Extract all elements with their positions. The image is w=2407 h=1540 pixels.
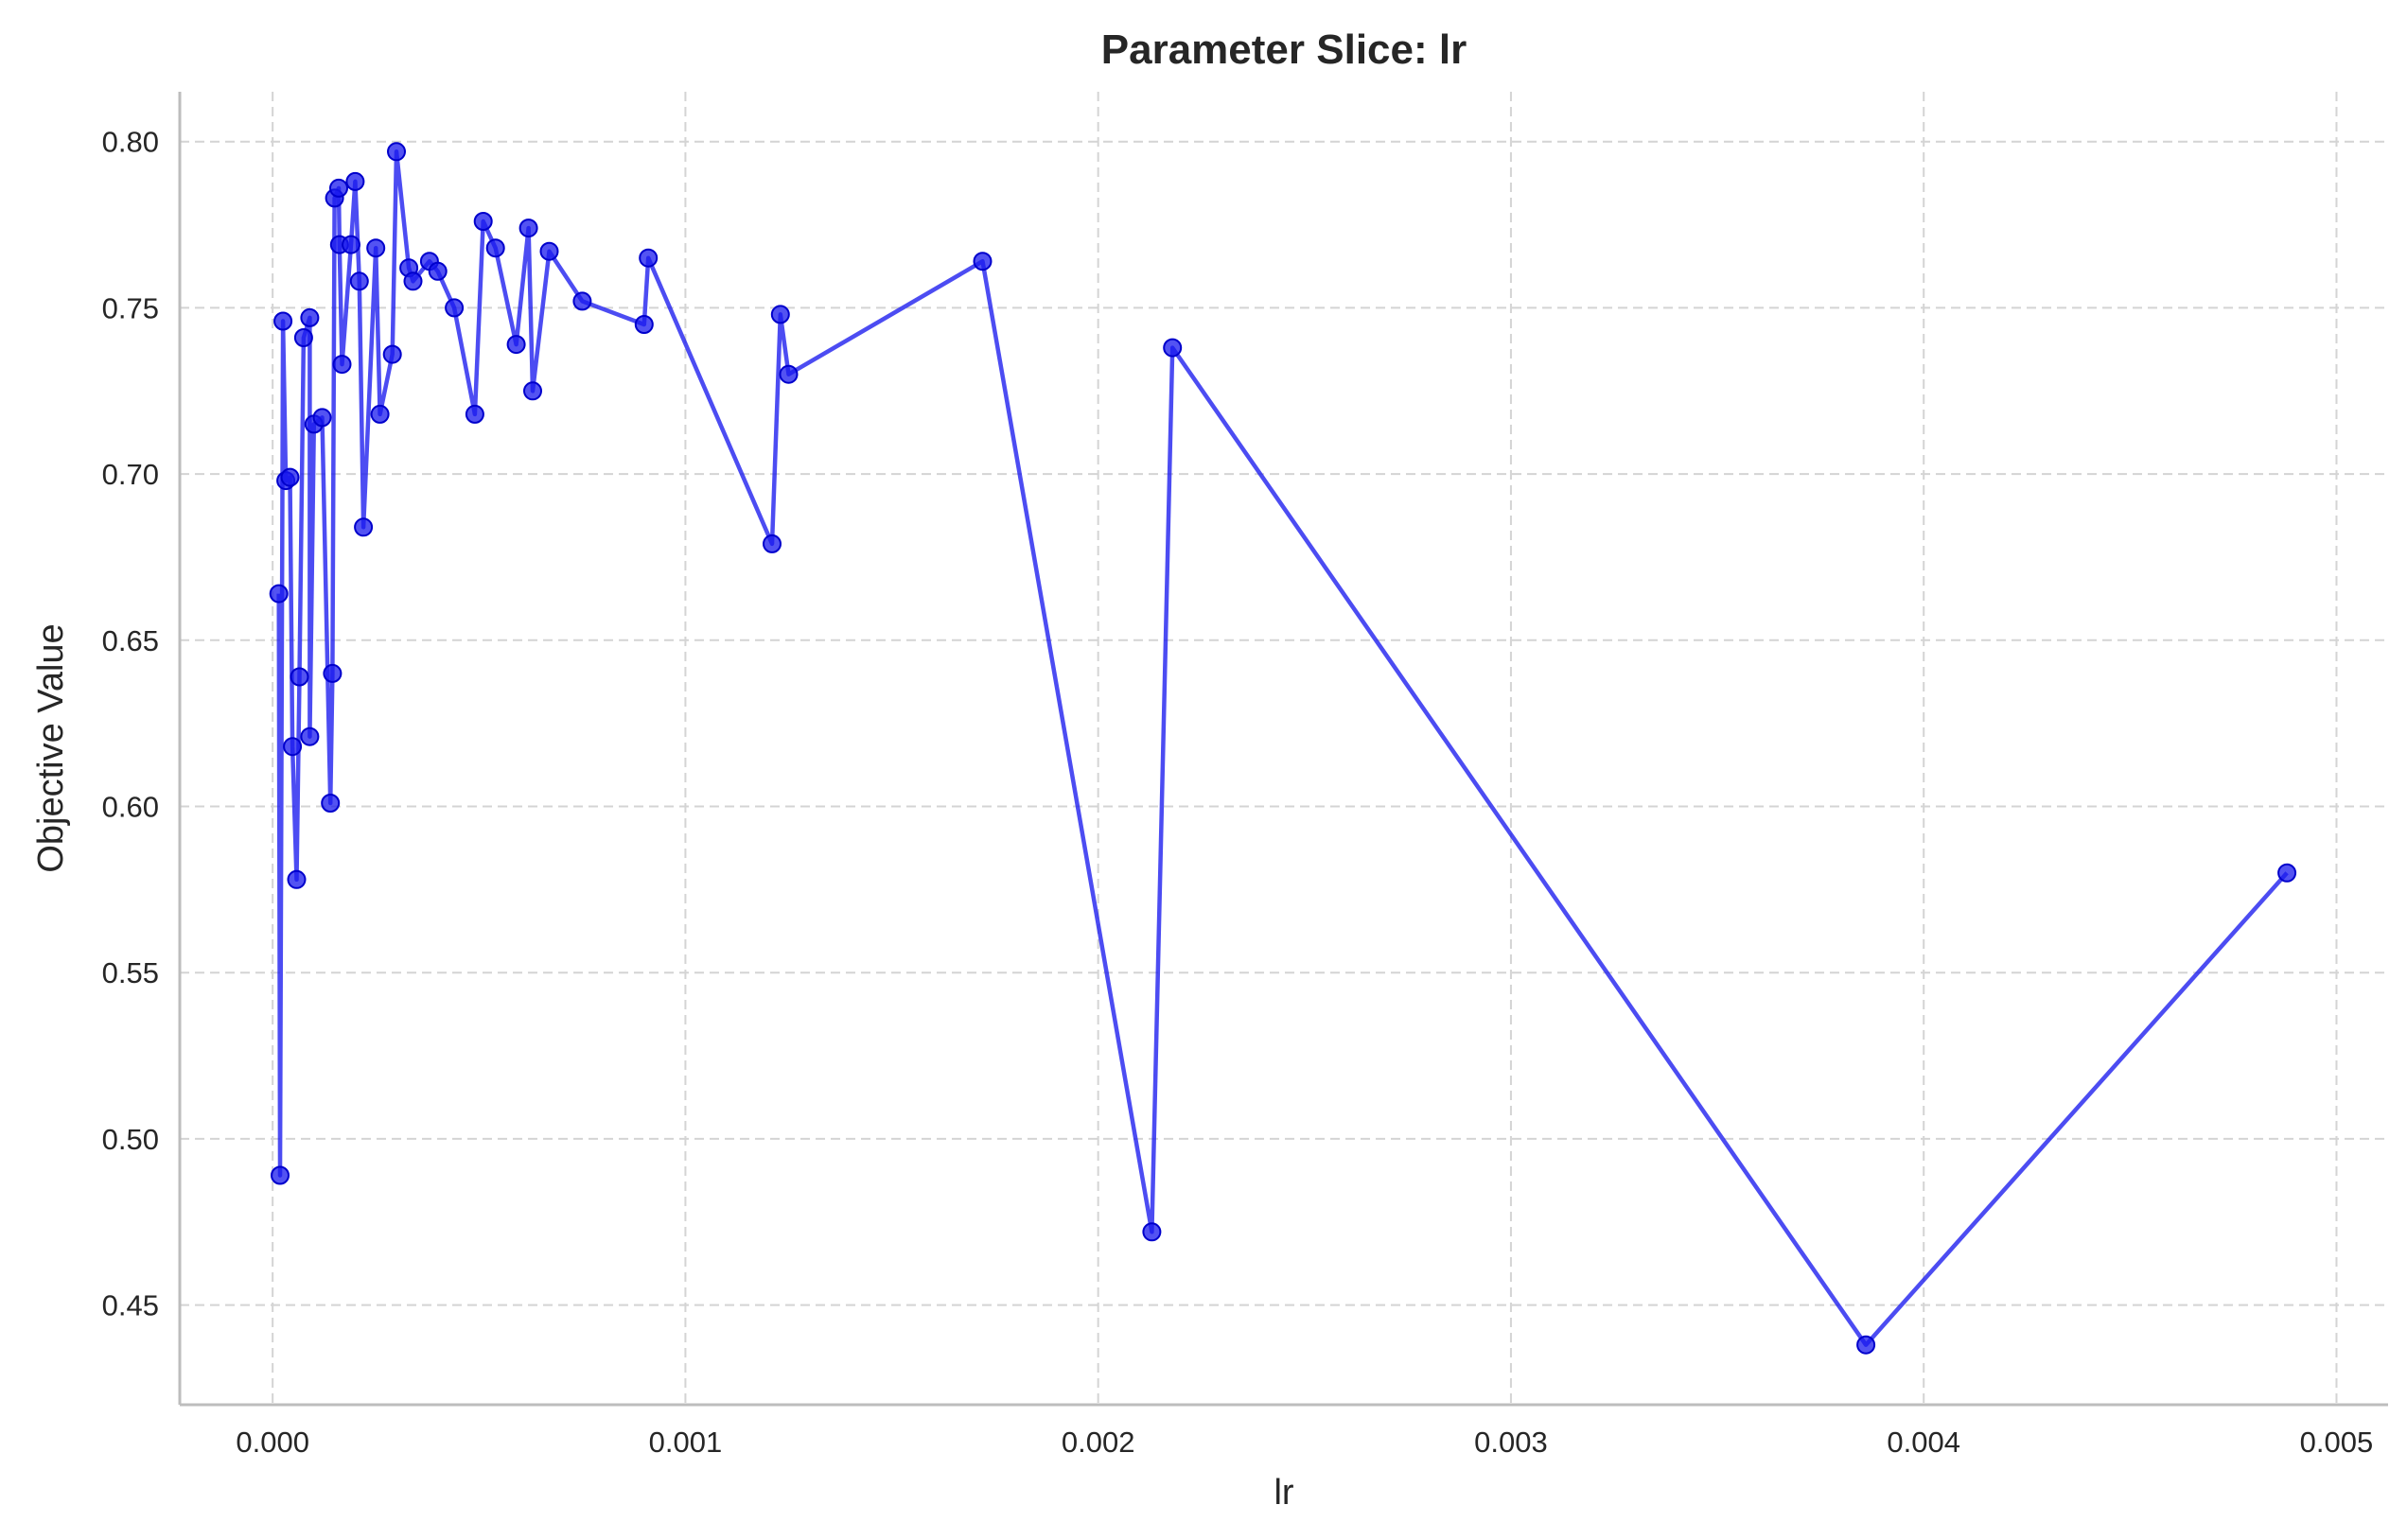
data-point [354,517,374,537]
axes [178,92,2388,1407]
data-point [518,219,538,238]
data-point [300,726,320,746]
data-point [634,315,654,334]
data-point [287,869,307,889]
y-tick-label: 0.60 [102,790,159,823]
data-point [312,408,332,428]
data-point [345,171,365,191]
data-point [349,271,369,291]
data-point [572,291,592,311]
data-point [370,404,390,424]
data-point [403,271,423,291]
data-point [539,241,559,261]
data-point [366,238,386,258]
data-point [342,235,360,254]
y-tick-label: 0.50 [102,1123,159,1156]
x-axis-label: lr [1274,1473,1293,1513]
data-point [387,142,406,162]
data-point [445,298,465,318]
data-point [485,238,505,258]
series-line [276,149,2289,1347]
data-point [290,667,309,687]
data-point [465,404,484,424]
data-point [1142,1222,1162,1242]
y-tick-label: 0.55 [102,956,159,989]
data-point [323,663,343,683]
data-point [973,252,993,271]
data-point [280,467,300,487]
x-tick-labels: 0.000 0.001 0.002 0.003 0.004 0.005 [236,1426,2373,1459]
x-tick-label: 0.004 [1887,1426,1960,1459]
chart-title: Parameter Slice: lr [1101,26,1467,73]
data-point [271,1165,290,1185]
data-point [382,344,402,364]
data-point [639,248,659,268]
data-point [321,794,341,813]
y-tick-label: 0.70 [102,458,159,491]
y-tick-label: 0.45 [102,1289,159,1322]
data-point [329,178,348,198]
data-point [293,328,313,347]
y-tick-labels: 0.45 0.50 0.55 0.60 0.65 0.70 0.75 0.80 [102,126,159,1322]
x-tick-label: 0.002 [1062,1426,1135,1459]
data-point [269,584,289,604]
data-point [523,381,542,401]
data-point [332,355,352,375]
data-point [473,212,493,231]
y-tick-label: 0.65 [102,624,159,657]
data-point [273,311,293,331]
y-tick-label: 0.80 [102,126,159,159]
x-tick-label: 0.001 [649,1426,723,1459]
data-point [2277,863,2297,883]
x-tick-label: 0.003 [1474,1426,1548,1459]
data-point [300,307,320,327]
data-point [283,737,303,757]
data-point [1163,338,1183,358]
data-point [763,534,782,553]
series-layer [269,142,2297,1355]
data-point [770,305,790,324]
y-tick-label: 0.75 [102,291,159,324]
data-point [1856,1335,1876,1355]
grid-lines [180,92,2388,1405]
y-axis-label: Objective Value [31,623,71,872]
x-tick-label: 0.005 [2300,1426,2374,1459]
data-point [428,261,448,281]
data-point [779,364,799,384]
data-point [506,335,526,355]
x-tick-label: 0.000 [236,1426,309,1459]
